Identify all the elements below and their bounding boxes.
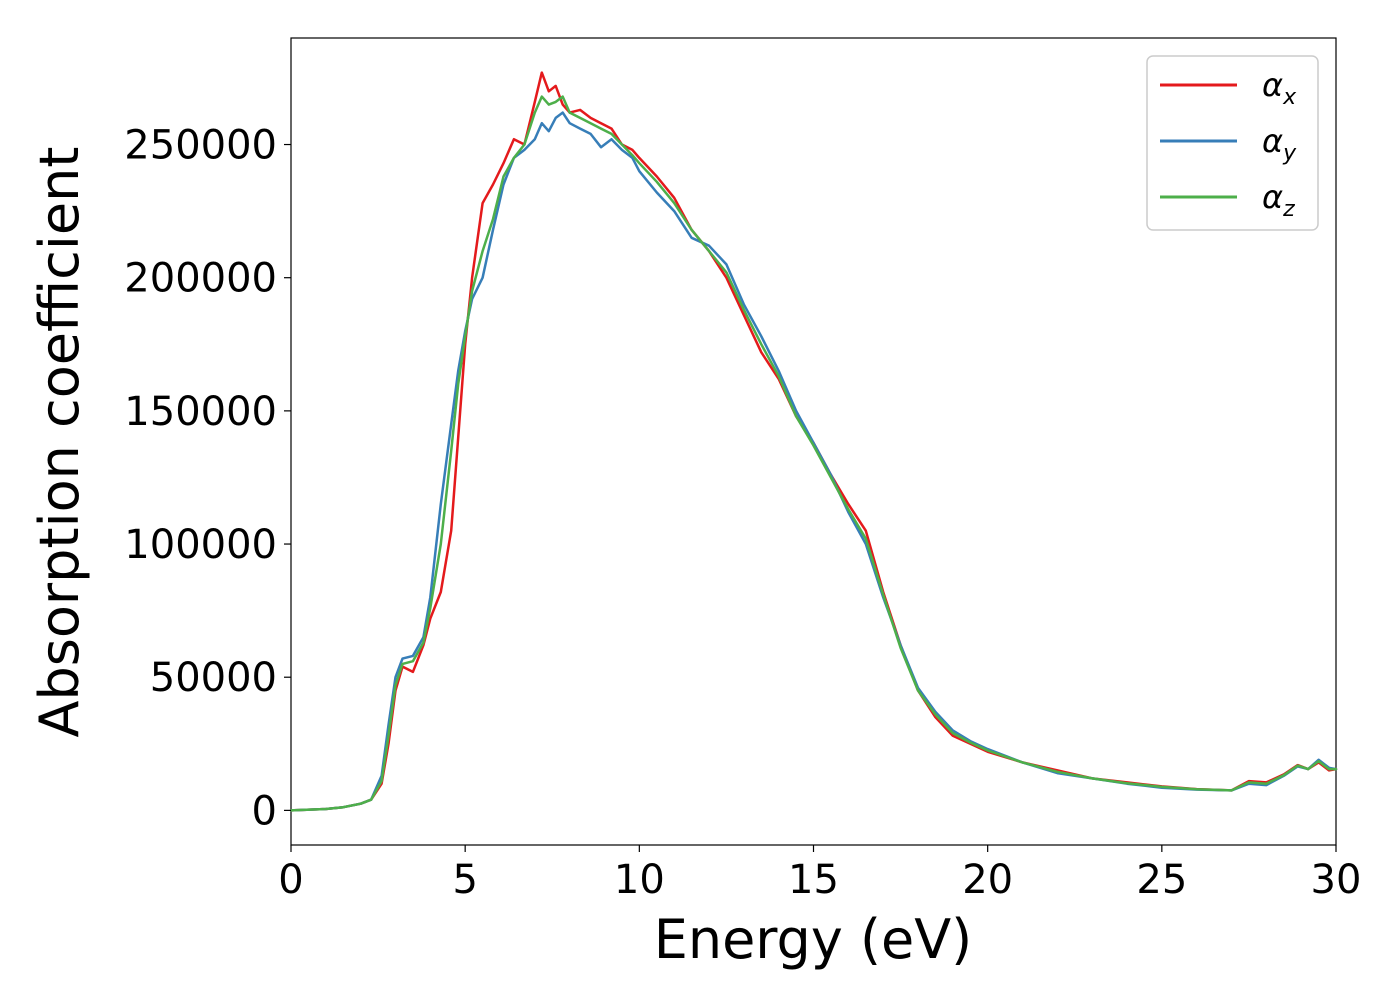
legend-label-y: αy [1262,122,1297,166]
y-axis-ticks: 0 50000 100000 150000 200000 250000 [124,123,291,834]
x-axis-ticks: 0 5 10 15 20 25 30 [278,845,1361,903]
series-line-z [289,95,1338,812]
x-tick-label: 15 [788,857,839,903]
x-tick-label: 0 [278,857,303,903]
x-tick-label: 25 [1136,857,1187,903]
y-tick-label: 150000 [124,389,277,435]
legend: αx αy αz [1146,55,1319,231]
y-tick-label: 0 [252,788,277,834]
legend-box [1146,55,1319,231]
y-tick-label: 100000 [124,522,277,568]
legend-label-x: αx [1262,66,1297,110]
y-axis-title: Absorption coefficient [28,147,91,738]
x-tick-label: 20 [962,857,1013,903]
legend-label-z: αz [1262,178,1295,222]
y-tick-label: 50000 [150,655,277,701]
x-tick-label: 5 [452,857,477,903]
y-tick-label: 200000 [124,256,277,302]
x-tick-label: 30 [1311,857,1362,903]
y-tick-label: 250000 [124,123,277,169]
x-tick-label: 10 [614,857,665,903]
x-axis-title: Energy (eV) [654,908,973,971]
series-lines [289,71,1338,812]
